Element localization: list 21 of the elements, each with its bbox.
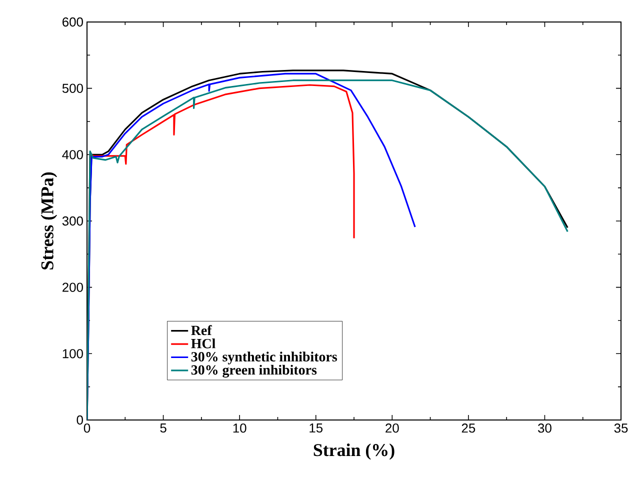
y-tick-label: 300 — [62, 216, 83, 226]
x-tick-label: 15 — [310, 424, 323, 433]
y-tick-label: 500 — [62, 84, 83, 93]
x-tick-label: 25 — [462, 424, 476, 433]
y-tick-label: 200 — [62, 282, 83, 292]
y-axis-title: Stress (MPa) — [40, 172, 58, 270]
x-axis-title: Strain (%) — [314, 444, 394, 460]
y-tick-label: 600 — [62, 17, 83, 27]
legend-label: HCl — [191, 338, 216, 348]
y-tick-label: 400 — [62, 150, 83, 160]
x-tick-label: 0 — [84, 424, 90, 433]
legend-label: 30% green inhibitors — [191, 364, 317, 378]
x-tick-label: 20 — [386, 424, 399, 433]
x-tick-label: 30 — [538, 424, 552, 433]
x-tick-label: 35 — [614, 424, 628, 433]
y-tick-label: 0 — [76, 415, 83, 425]
y-tick-label: 100 — [62, 349, 83, 358]
legend-label: Ref — [191, 325, 212, 336]
x-tick-label: 5 — [160, 424, 166, 433]
x-tick-label: 10 — [233, 424, 246, 433]
legend-label: 30% synthetic inhibitors — [191, 352, 338, 364]
